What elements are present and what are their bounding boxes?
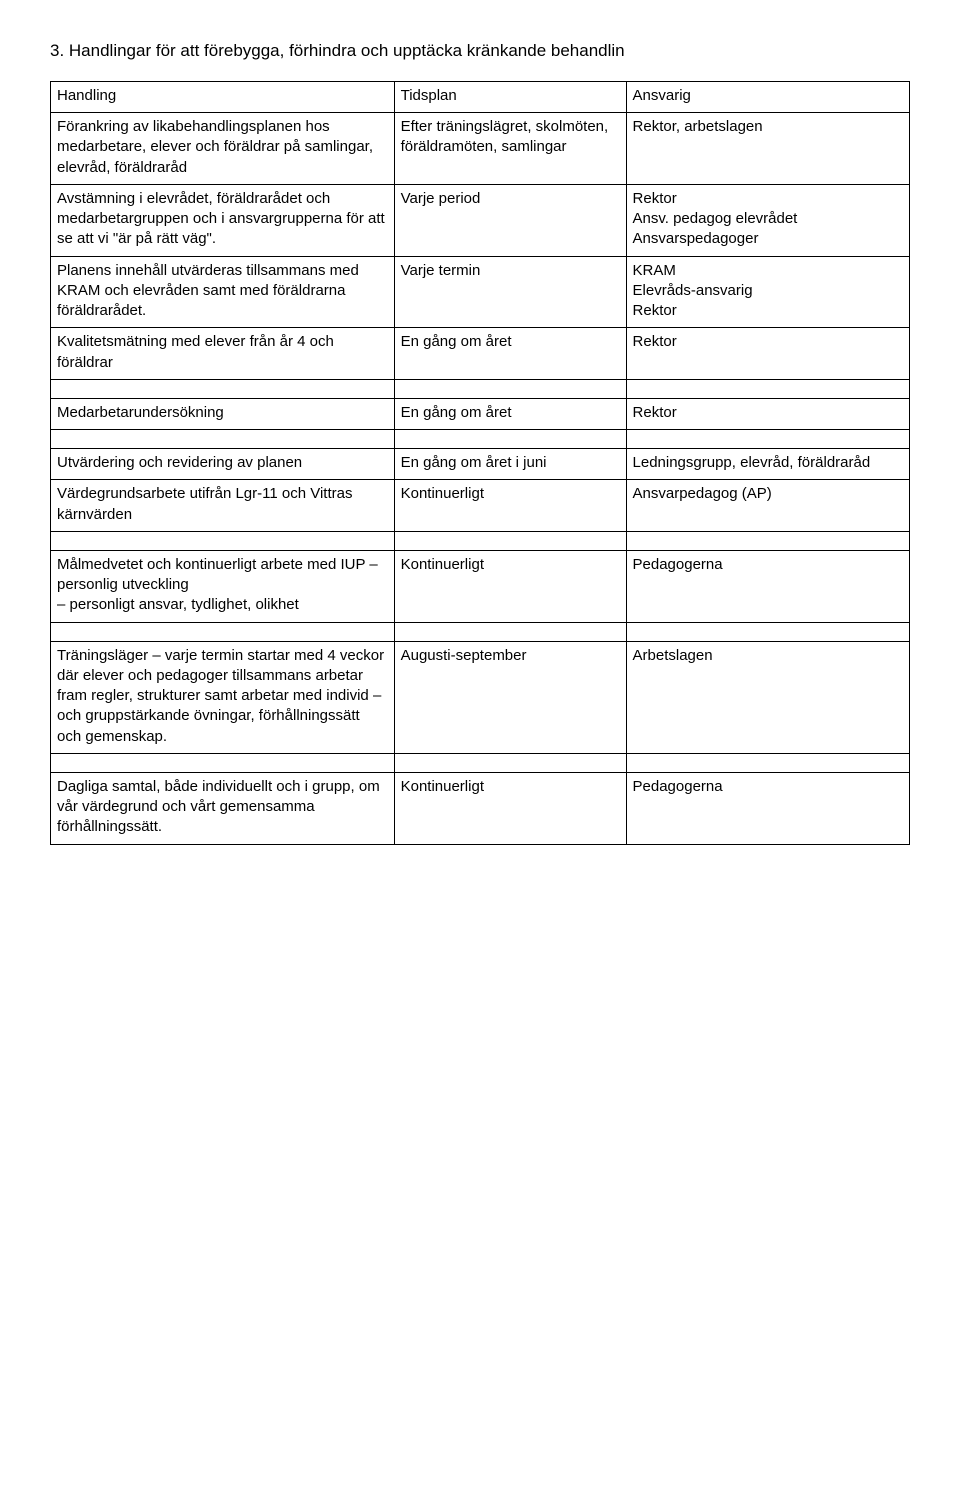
table-spacer-cell [394,379,626,398]
table-cell-ansvarig-1: RektorAnsv. pedagog elevrådetAnsvarspeda… [626,184,909,256]
table-row: Förankring av likabehandlingsplanen hos … [51,113,910,185]
table-row: Avstämning i elevrådet, föräldrarådet oc… [51,184,910,256]
table-spacer-cell [626,753,909,772]
table-cell-handling-3: Kvalitetsmätning med elever från år 4 oc… [51,328,395,380]
table-spacer-cell [51,622,395,641]
table-spacer-row [51,430,910,449]
table-row: Dagliga samtal, både individuellt och i … [51,772,910,844]
table-cell-tidsplan-2: Varje termin [394,256,626,328]
table-cell-handling-5: Medarbetarundersökning [51,398,395,429]
table-spacer-cell [394,531,626,550]
table-cell-handling-8: Värdegrundsarbete utifrån Lgr-11 och Vit… [51,480,395,532]
table-row: Planens innehåll utvärderas tillsammans … [51,256,910,328]
table-spacer-cell [51,379,395,398]
table-spacer-row [51,531,910,550]
table-cell-tidsplan-0: Efter träningslägret, skolmöten, föräldr… [394,113,626,185]
table-spacer-row [51,379,910,398]
table-cell-ansvarig-header: Ansvarig [626,81,909,112]
table-spacer-row [51,753,910,772]
table-spacer-cell [394,753,626,772]
table-cell-tidsplan-12: Augusti-september [394,641,626,753]
table-cell-ansvarig-7: Ledningsgrupp, elevråd, föräldraråd [626,449,909,480]
table-cell-ansvarig-5: Rektor [626,398,909,429]
table-cell-handling-0: Förankring av likabehandlingsplanen hos … [51,113,395,185]
table-row: Träningsläger – varje termin startar med… [51,641,910,753]
table-cell-tidsplan-8: Kontinuerligt [394,480,626,532]
table-spacer-cell [626,379,909,398]
table-spacer-row [51,622,910,641]
table-cell-handling-14: Dagliga samtal, både individuellt och i … [51,772,395,844]
table-cell-handling-2: Planens innehåll utvärderas tillsammans … [51,256,395,328]
table-cell-tidsplan-7: En gång om året i juni [394,449,626,480]
table-spacer-cell [51,430,395,449]
table-row: Värdegrundsarbete utifrån Lgr-11 och Vit… [51,480,910,532]
action-plan-table: HandlingTidsplanAnsvarigFörankring av li… [50,81,910,845]
table-cell-ansvarig-2: KRAMElevråds-ansvarigRektor [626,256,909,328]
table-header-row: HandlingTidsplanAnsvarig [51,81,910,112]
table-cell-ansvarig-10: Pedagogerna [626,550,909,622]
table-spacer-cell [626,622,909,641]
table-spacer-cell [51,753,395,772]
table-cell-tidsplan-3: En gång om året [394,328,626,380]
table-row: Målmedvetet och kontinuerligt arbete med… [51,550,910,622]
table-row: Kvalitetsmätning med elever från år 4 oc… [51,328,910,380]
table-cell-handling-header: Handling [51,81,395,112]
table-spacer-cell [51,531,395,550]
table-cell-tidsplan-10: Kontinuerligt [394,550,626,622]
table-cell-ansvarig-8: Ansvarpedagog (AP) [626,480,909,532]
table-spacer-cell [626,430,909,449]
table-cell-ansvarig-0: Rektor, arbetslagen [626,113,909,185]
table-cell-tidsplan-1: Varje period [394,184,626,256]
table-row: Utvärdering och revidering av planenEn g… [51,449,910,480]
table-cell-handling-10: Målmedvetet och kontinuerligt arbete med… [51,550,395,622]
table-spacer-cell [626,531,909,550]
table-cell-handling-1: Avstämning i elevrådet, föräldrarådet oc… [51,184,395,256]
table-spacer-cell [394,622,626,641]
table-cell-tidsplan-14: Kontinuerligt [394,772,626,844]
table-row: MedarbetarundersökningEn gång om åretRek… [51,398,910,429]
section-heading: 3. Handlingar för att förebygga, förhind… [50,40,910,63]
table-spacer-cell [394,430,626,449]
table-cell-tidsplan-header: Tidsplan [394,81,626,112]
table-cell-handling-12: Träningsläger – varje termin startar med… [51,641,395,753]
table-cell-ansvarig-14: Pedagogerna [626,772,909,844]
table-cell-handling-7: Utvärdering och revidering av planen [51,449,395,480]
table-cell-ansvarig-3: Rektor [626,328,909,380]
table-cell-ansvarig-12: Arbetslagen [626,641,909,753]
table-cell-tidsplan-5: En gång om året [394,398,626,429]
